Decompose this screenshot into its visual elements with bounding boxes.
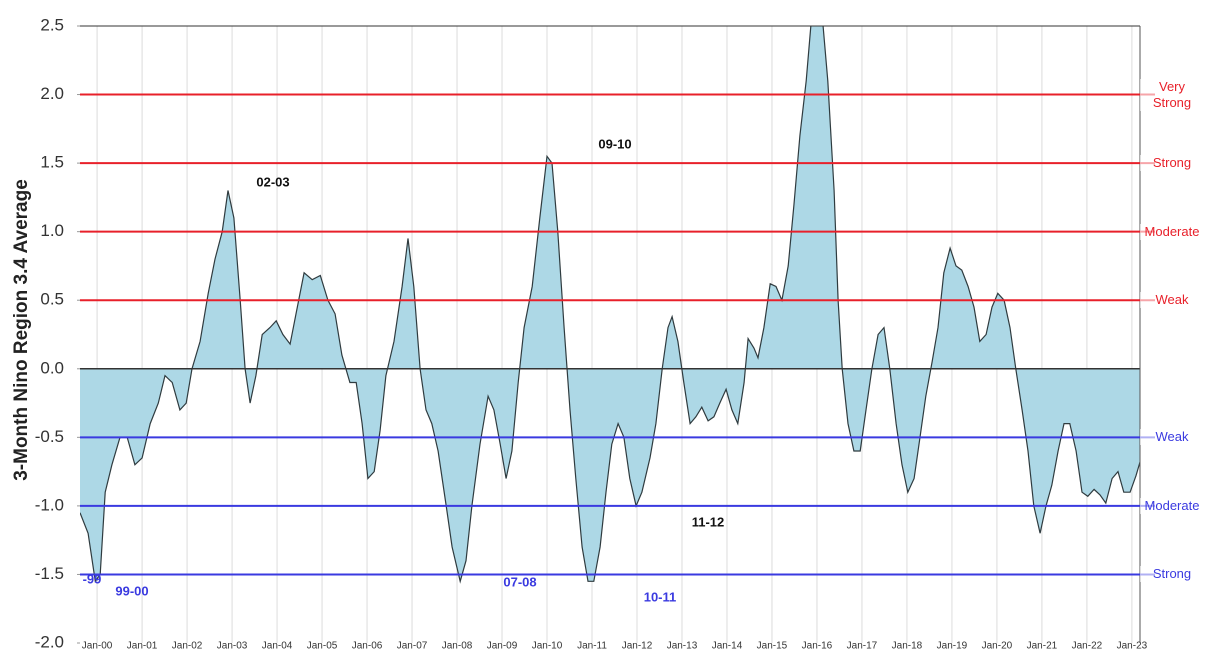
x-tick-label: Jan-09	[487, 641, 518, 652]
x-tick-label: Jan-11	[577, 641, 607, 652]
threshold-label: Very Strong	[1140, 78, 1204, 111]
x-tick-label: Jan-00	[82, 641, 113, 652]
x-tick-label: Jan-16	[802, 641, 833, 652]
y-tick-label: 1.0	[40, 221, 64, 240]
annotation: 99-00	[115, 583, 148, 598]
area-fill	[80, 26, 1140, 582]
y-tick-label: 2.0	[40, 84, 64, 103]
x-tick-label: Jan-08	[442, 641, 473, 652]
annotation: 09-10	[598, 136, 631, 151]
x-tick-label: Jan-07	[397, 641, 428, 652]
y-tick-label: 2.5	[40, 15, 64, 34]
x-tick-label: Jan-20	[982, 641, 1013, 652]
threshold-label: Strong	[1140, 566, 1204, 583]
x-tick-label: Jan-14	[712, 641, 743, 652]
x-tick-label: Jan-18	[892, 641, 923, 652]
y-axis-title: 3-Month Nino Region 3.4 Average	[11, 179, 32, 481]
x-tick-label: Jan-05	[307, 641, 338, 652]
y-tick-label: -2.0	[35, 632, 64, 651]
overlay: Jan-00 Jan-01 Jan-02 Jan-03 Jan-04 Jan-05 Jan-…	[35, 15, 1155, 652]
threshold-label: Weak	[1140, 429, 1204, 446]
x-tick-label: Jan-15	[757, 641, 788, 652]
threshold-label: Moderate	[1140, 497, 1204, 514]
x-tick-label: Jan-13	[667, 641, 698, 652]
area-layer	[80, 26, 1140, 584]
threshold-label: Strong	[1140, 155, 1204, 172]
x-tick-label: Jan-02	[172, 641, 203, 652]
y-tick-label: 1.5	[40, 153, 64, 172]
y-tick-label: -1.0	[35, 495, 64, 514]
annotation: 07-08	[503, 574, 536, 589]
y-tick-label: 0.5	[40, 290, 64, 309]
threshold-label: Weak	[1140, 292, 1204, 309]
x-tick-label: Jan-10	[532, 641, 563, 652]
x-tick-label: Jan-04	[262, 641, 293, 652]
annotation: 11-12	[692, 514, 725, 529]
x-tick-label: Jan-12	[622, 641, 653, 652]
y-tick-label: -0.5	[35, 427, 64, 446]
threshold-label: Moderate	[1140, 223, 1204, 240]
x-tick-label: Jan-23	[1117, 641, 1148, 652]
x-tick-label: Jan-21	[1027, 641, 1058, 652]
annotation: 10-11	[644, 589, 677, 604]
x-tick-label: Jan-06	[352, 641, 383, 652]
x-tick-label: Jan-19	[937, 641, 968, 652]
y-tick-label: 0.0	[40, 358, 64, 377]
grid	[96, 26, 1133, 643]
annotation: -99	[83, 571, 102, 586]
x-tick-label: Jan-17	[847, 641, 878, 652]
x-tick-label: Jan-03	[217, 641, 248, 652]
x-tick-label: Jan-01	[127, 641, 158, 652]
x-tick-label: Jan-22	[1072, 641, 1103, 652]
y-tick-label: -1.5	[35, 564, 64, 583]
area-line	[80, 26, 1140, 584]
annotation: 02-03	[256, 174, 289, 189]
